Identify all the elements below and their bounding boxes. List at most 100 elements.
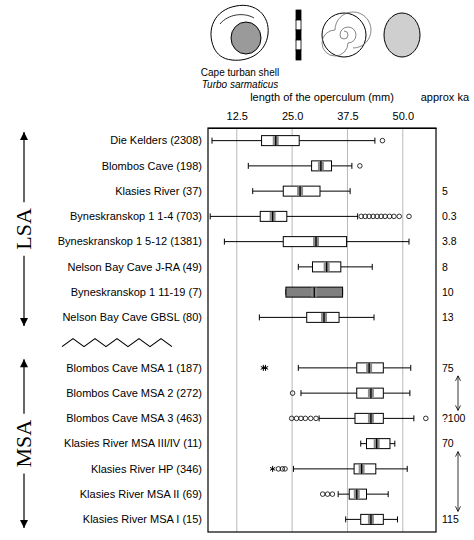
median-band: [374, 439, 380, 448]
y-tick-label: Blombos Cave MSA 1 (187): [66, 362, 202, 374]
whisker-low: [253, 191, 284, 192]
median-band: [368, 389, 374, 398]
box: [355, 413, 383, 423]
outlier: [290, 391, 295, 396]
median: [326, 262, 327, 272]
outlier: [383, 214, 388, 219]
y-tick-label: Die Kelders (2308): [110, 134, 202, 146]
whisker-low: [248, 165, 311, 166]
plot-frame: [208, 128, 436, 532]
outlier: [358, 164, 363, 169]
whisker-cap-low: [345, 516, 346, 522]
whisker-cap-low: [360, 441, 361, 447]
extreme-value: [263, 365, 268, 371]
age-range-arrow: [458, 376, 459, 411]
box: [283, 237, 346, 247]
x-tick: 37.5: [337, 110, 358, 128]
y-tick-label: Blombos Cave (198): [102, 160, 202, 172]
whisker-low: [298, 266, 312, 267]
median: [323, 312, 324, 322]
age-label: 75: [442, 362, 454, 374]
median-band: [366, 363, 372, 372]
box: [357, 363, 384, 373]
whisker-high: [287, 216, 358, 217]
ages: 50.33.88101375?10070115: [442, 185, 466, 525]
box: [312, 262, 340, 272]
arrow-head: [20, 318, 28, 326]
whisker-high: [390, 443, 395, 444]
age-label: 13: [442, 311, 454, 323]
outlier: [303, 416, 308, 421]
whisker-cap-high: [409, 390, 410, 396]
y-tick-label: Byneskranskop 1 11-19 (7): [71, 286, 202, 298]
box-plot: [224, 237, 409, 247]
whisker-cap-high: [413, 415, 414, 421]
box-plot: [259, 312, 374, 322]
median: [361, 464, 362, 474]
outlier: [392, 214, 397, 219]
whisker-cap-low: [210, 213, 211, 219]
box-plot: [212, 136, 385, 146]
box-plot: [248, 161, 362, 171]
y-tick-label: Klasies River MSA I (15): [83, 513, 202, 525]
illustration-species: Turbo sarmaticus: [202, 79, 279, 90]
box: [366, 439, 389, 449]
arrow-head: [456, 405, 461, 410]
box-plot: [286, 287, 343, 297]
box-plot: [298, 262, 372, 272]
arrow-head: [20, 132, 28, 140]
whisker-cap-high: [374, 314, 375, 320]
age-label: 10: [442, 286, 454, 298]
group-arrow: [23, 359, 24, 413]
whisker-cap-high: [388, 491, 389, 497]
box: [286, 287, 343, 297]
x-axis-line: [209, 128, 437, 129]
whisker-cap-low: [248, 163, 249, 169]
scale-bar-segment: [296, 50, 301, 60]
arrow-head: [456, 452, 461, 457]
age-label: 5: [442, 185, 448, 197]
outlier: [330, 492, 335, 497]
box-plot: [253, 186, 350, 196]
whisker-cap-high: [408, 239, 409, 245]
box: [283, 186, 320, 196]
shell-outline: [211, 5, 268, 60]
whisker-cap-low: [293, 466, 294, 472]
outlier: [314, 416, 319, 421]
median: [315, 237, 316, 247]
whisker-high: [299, 140, 375, 141]
box-plot: [290, 388, 410, 398]
median-band: [311, 288, 317, 297]
whisker-high: [366, 494, 388, 495]
whisker-low: [301, 393, 357, 394]
group-arrow: [23, 256, 24, 326]
box: [312, 161, 332, 171]
whisker-high: [376, 468, 407, 469]
groups: LSAMSA: [11, 132, 36, 528]
median: [299, 186, 300, 196]
whisker-cap-low: [298, 264, 299, 270]
box: [349, 489, 366, 499]
boxes: [210, 136, 428, 525]
x-tick: 12.5: [227, 110, 248, 128]
box-plot: [346, 514, 398, 524]
group-label: MSA: [11, 420, 36, 468]
median: [376, 439, 377, 449]
age-label: ?100: [442, 412, 466, 424]
median-band: [359, 464, 365, 473]
whisker-cap-high: [410, 365, 411, 371]
x-axis-title: length of the operculum (mm): [250, 91, 394, 103]
operculum-outer-view: [384, 13, 420, 57]
box-plot: [210, 211, 411, 221]
box: [354, 464, 376, 474]
y-tick-label: Blombos Cave MSA 3 (463): [66, 412, 202, 424]
x-tick: 50.0: [393, 110, 414, 128]
box-plot: [320, 489, 388, 499]
age-range-arrow: [458, 452, 459, 512]
median: [356, 489, 357, 499]
whisker-low: [298, 367, 356, 368]
box: [307, 312, 339, 322]
whisker-cap-low: [259, 314, 260, 320]
whisker-high: [332, 165, 352, 166]
whisker-low: [224, 241, 283, 242]
